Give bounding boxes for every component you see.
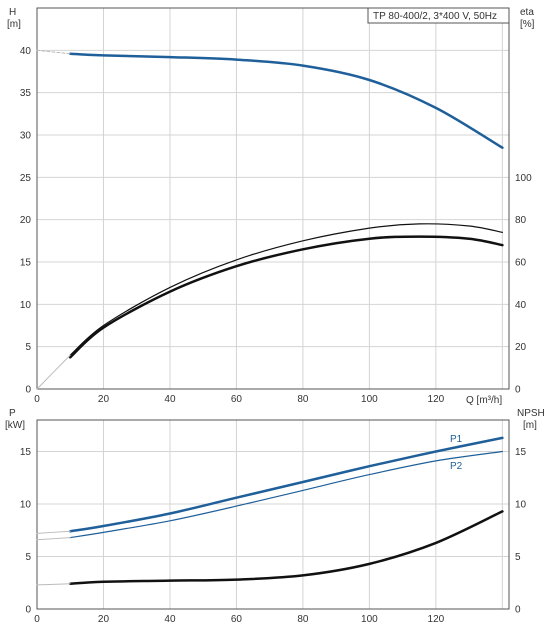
bottom-yright-tick-2: 10 <box>515 500 527 511</box>
bottom-x-tick-3: 60 <box>231 614 243 625</box>
top-yleft-tick-3: 15 <box>20 258 32 269</box>
top-yleft-tick-2: 10 <box>20 300 32 311</box>
top-yleft-tick-6: 30 <box>20 131 32 142</box>
top-yright-tick-3: 60 <box>515 258 527 269</box>
chart-title-box <box>367 7 510 24</box>
top-yleft-tick-4: 20 <box>20 215 32 226</box>
top-series-3 <box>68 235 504 359</box>
chart-title: TP 80-400/2, 3*400 V, 50Hz <box>373 11 497 22</box>
y-right-label-bottom: NPSH <box>517 408 545 419</box>
y-left-label-top: H <box>9 7 16 18</box>
bottom-yright-tick-1: 5 <box>515 552 521 563</box>
y-left-label-bottom: P <box>9 408 16 419</box>
bottom-x-tick-1: 20 <box>98 614 110 625</box>
top-series-4 <box>36 354 71 390</box>
bottom-x-tick-6: 120 <box>428 614 445 625</box>
bottom-x-tick-2: 40 <box>164 614 176 625</box>
y-left-unit-bottom: [kW] <box>5 420 25 431</box>
bottom-x-tick-0: 0 <box>34 614 40 625</box>
top-yleft-tick-7: 35 <box>20 88 32 99</box>
top-series-1 <box>36 49 71 55</box>
bottom-series-3 <box>36 530 71 534</box>
bottom-yleft-tick-2: 10 <box>20 500 32 511</box>
bottom-x-tick-4: 80 <box>297 614 309 625</box>
bottom-series-4 <box>36 537 71 541</box>
bottom-series-2 <box>68 510 504 586</box>
top-x-tick-3: 60 <box>231 394 243 405</box>
series-label-p1: P1 <box>450 434 463 445</box>
y-right-unit-top: [%] <box>520 19 535 30</box>
top-chart-series <box>36 49 504 390</box>
top-chart-grid <box>36 7 509 390</box>
bottom-yright-tick-0: 0 <box>515 605 521 616</box>
y-right-unit-bottom: [m] <box>523 420 537 431</box>
top-yleft-tick-0: 0 <box>25 385 31 396</box>
top-series-0 <box>68 52 504 149</box>
top-x-tick-6: 120 <box>428 394 445 405</box>
top-yright-tick-4: 80 <box>515 215 527 226</box>
bottom-series-1-p2 <box>69 450 503 539</box>
bottom-yright-tick-3: 15 <box>515 447 527 458</box>
top-yright-tick-0: 0 <box>515 385 521 396</box>
y-right-label-top: eta <box>520 7 534 18</box>
bottom-yleft-tick-3: 15 <box>20 447 32 458</box>
top-yright-tick-5: 100 <box>515 173 532 184</box>
bottom-chart-ticks: 0 5 10 15 0 5 10 15 0 20 40 60 80 100 120 <box>20 447 527 625</box>
top-yright-tick-2: 40 <box>515 300 527 311</box>
series-label-p2: P2 <box>450 461 463 472</box>
top-x-tick-0: 0 <box>34 394 40 405</box>
x-axis-label: Q [m³/h] <box>466 395 502 406</box>
bottom-x-tick-5: 100 <box>361 614 378 625</box>
bottom-series-5 <box>36 583 71 586</box>
bottom-yleft-tick-1: 5 <box>25 552 31 563</box>
bottom-plot-frame <box>36 419 510 610</box>
top-yright-tick-1: 20 <box>515 342 527 353</box>
top-x-tick-5: 100 <box>361 394 378 405</box>
top-x-tick-4: 80 <box>297 394 309 405</box>
top-x-tick-1: 20 <box>98 394 110 405</box>
top-chart-ticks: 0 5 10 15 20 25 30 35 40 0 20 40 60 80 100 0 20 40 60 80 100… <box>20 46 532 405</box>
top-x-tick-2: 40 <box>164 394 176 405</box>
bottom-yleft-tick-0: 0 <box>25 605 31 616</box>
y-left-unit-top: [m] <box>7 19 21 30</box>
top-plot-frame <box>36 7 510 390</box>
top-series-2 <box>69 223 503 356</box>
top-yleft-tick-8: 40 <box>20 46 32 57</box>
top-yleft-tick-5: 25 <box>20 173 32 184</box>
bottom-chart-series <box>36 436 504 586</box>
top-yleft-tick-1: 5 <box>25 342 31 353</box>
bottom-series-0-p1 <box>68 436 504 533</box>
